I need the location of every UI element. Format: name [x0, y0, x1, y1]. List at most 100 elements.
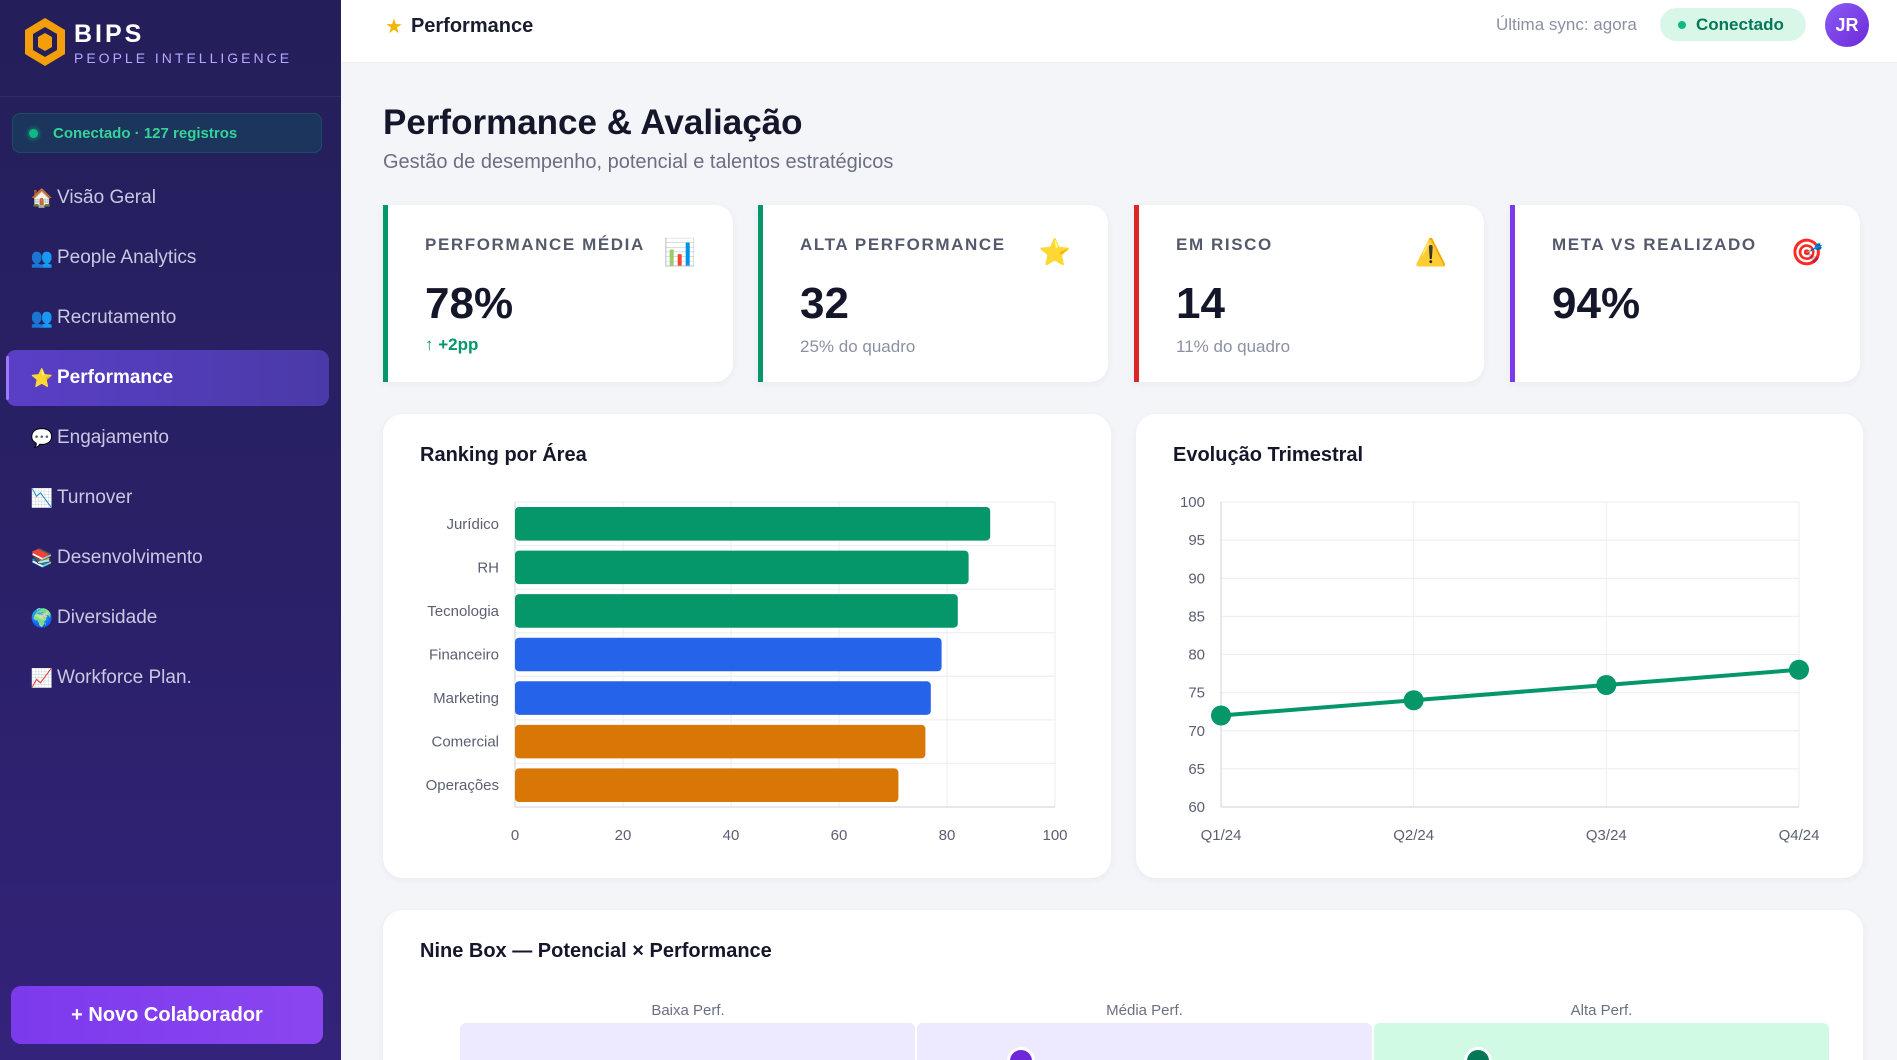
people-icon: 👥 [30, 307, 54, 328]
bar-chart-icon: 📊 [663, 236, 697, 267]
brand-name: BIPS [74, 20, 145, 48]
ninebox-cell[interactable] [1374, 1023, 1829, 1060]
bar [515, 507, 991, 541]
ranking-title: Ranking por Área [420, 444, 587, 466]
kpi-value: 14 [1176, 279, 1225, 328]
kpi-card: ALTA PERFORMANCE ⭐ 32 25% do quadro [758, 205, 1108, 382]
star-icon: ⭐ [1038, 236, 1072, 267]
x-tick-label: 20 [615, 827, 632, 844]
category-label: Jurídico [446, 516, 499, 533]
sidebar-item-label: People Analytics [57, 247, 197, 268]
sidebar-item-desenvolvimento[interactable]: 📚 Desenvolvimento [6, 530, 329, 586]
data-point [1403, 690, 1424, 711]
brand-subtitle: PEOPLE INTELLIGENCE [74, 50, 293, 66]
ninebox-title: Nine Box — Potencial × Performance [420, 940, 772, 962]
bar [515, 594, 958, 628]
y-tick-label: 75 [1188, 685, 1205, 702]
employee-dot[interactable] [1464, 1047, 1492, 1060]
breadcrumb-label: Performance [410, 15, 534, 37]
category-label: RH [477, 559, 499, 576]
data-point [1211, 705, 1231, 726]
sidebar-item-label: Engajamento [57, 427, 169, 448]
data-point [1789, 659, 1809, 680]
bar [515, 637, 942, 672]
kpi-label: ALTA PERFORMANCE [800, 235, 1006, 254]
kpi-note: 25% do quadro [800, 337, 916, 356]
employee-dot[interactable] [1007, 1047, 1035, 1060]
ninebox-cell[interactable] [917, 1023, 1372, 1060]
page-subtitle: Gestão de desempenho, potencial e talent… [383, 151, 894, 173]
x-tick-label: 60 [831, 827, 848, 844]
ninebox-column-header: Baixa Perf. [651, 1002, 725, 1019]
sidebar-item-label: Workforce Plan. [57, 667, 192, 688]
ninebox-column-header: Média Perf. [1106, 1002, 1183, 1019]
breadcrumb: ★ Performance [385, 14, 533, 39]
sidebar-item-label: Performance [57, 367, 174, 388]
star-icon: ⭐ [30, 367, 54, 388]
brand[interactable]: BIPS PEOPLE INTELLIGENCE [0, 0, 341, 97]
x-tick-label: 40 [723, 827, 740, 844]
y-tick-label: 65 [1188, 761, 1205, 778]
bar [515, 681, 931, 715]
kpi-label: EM RISCO [1176, 235, 1273, 254]
status-dot-icon [1678, 20, 1686, 29]
x-tick-label: Q2/24 [1393, 827, 1434, 844]
sidebar-item-performance[interactable]: ⭐ Performance [6, 350, 329, 406]
chart-down-icon: 📉 [30, 487, 54, 508]
sidebar-item-workforce-plan[interactable]: 📈 Workforce Plan. [6, 650, 329, 706]
ninebox-card: Nine Box — Potencial × Performance Baixa… [383, 910, 1863, 1060]
series-line [1220, 667, 1800, 718]
chart-up-icon: 📈 [30, 667, 54, 688]
page-title: Performance & Avaliação [383, 103, 803, 142]
sidebar-item-recrutamento[interactable]: 👥 Recrutamento [6, 290, 329, 346]
connection-badge: Conectado [1660, 8, 1806, 41]
y-tick-label: 80 [1188, 647, 1205, 664]
y-tick-label: 90 [1188, 570, 1205, 587]
sidebar-item-diversidade[interactable]: 🌍 Diversidade [6, 590, 329, 646]
evolution-line-chart: 60 65 70 75 80 85 90 95 100 Q1/24 Q2/24 Q3/24 Q4/24 [1180, 494, 1820, 844]
bar [515, 724, 926, 759]
category-label: Financeiro [429, 647, 499, 664]
books-icon: 📚 [30, 547, 54, 568]
hexagon-logo-icon [25, 18, 65, 66]
sidebar-item-label: Turnover [57, 487, 133, 508]
kpi-label: PERFORMANCE MÉDIA [425, 235, 645, 254]
sync-status: Última sync: agora [1496, 15, 1637, 34]
kpi-label: META VS REALIZADO [1552, 235, 1757, 254]
sidebar-item-engajamento[interactable]: 💬 Engajamento [6, 410, 329, 466]
evolution-card: Evolução Trimestral 60 65 70 75 80 85 90 95 100 Q… [1136, 414, 1863, 878]
x-tick-label: 100 [1042, 827, 1067, 844]
y-tick-label: 60 [1188, 799, 1205, 816]
user-avatar[interactable]: JR [1825, 3, 1869, 47]
kpi-delta: ↑ +2pp [425, 335, 479, 354]
kpi-value: 32 [800, 279, 849, 328]
sidebar-item-turnover[interactable]: 📉 Turnover [6, 470, 329, 526]
x-tick-label: 0 [511, 827, 519, 844]
sidebar: BIPS PEOPLE INTELLIGENCE Conectado · 127… [0, 0, 341, 1060]
category-label: Marketing [433, 690, 499, 707]
sidebar-item-label: Desenvolvimento [57, 547, 203, 568]
x-tick-label: Q1/24 [1201, 827, 1242, 844]
ninebox-cell[interactable] [460, 1023, 915, 1060]
category-label: Operações [426, 777, 499, 794]
evolution-title: Evolução Trimestral [1173, 444, 1364, 466]
top-bar: ★ Performance Última sync: agora Conecta… [341, 0, 1897, 63]
star-icon: ★ [385, 16, 403, 38]
sidebar-item-label: Recrutamento [57, 307, 177, 328]
speech-bubble-icon: 💬 [30, 427, 54, 448]
x-tick-label: Q4/24 [1779, 827, 1820, 844]
sidebar-item-people-analytics[interactable]: 👥 People Analytics [6, 230, 329, 286]
y-tick-label: 85 [1188, 608, 1205, 625]
category-label: Comercial [431, 734, 499, 751]
sidebar-nav: 🏠 Visão Geral 👥 People Analytics 👥 Recrutamen… [0, 170, 341, 710]
connection-status-text: Conectado · 127 registros [53, 124, 238, 142]
kpi-card: EM RISCO ⚠️ 14 11% do quadro [1134, 205, 1484, 382]
kpi-card: PERFORMANCE MÉDIA 📊 78% ↑ +2pp [383, 205, 733, 382]
status-dot-icon [29, 128, 38, 138]
x-tick-label: Q3/24 [1586, 827, 1627, 844]
new-employee-button[interactable]: + Novo Colaborador [11, 986, 323, 1044]
connection-badge-label: Conectado [1696, 14, 1784, 34]
sidebar-item-label: Visão Geral [57, 187, 156, 208]
sidebar-item-vis-o-geral[interactable]: 🏠 Visão Geral [6, 170, 329, 226]
bar [515, 550, 969, 585]
